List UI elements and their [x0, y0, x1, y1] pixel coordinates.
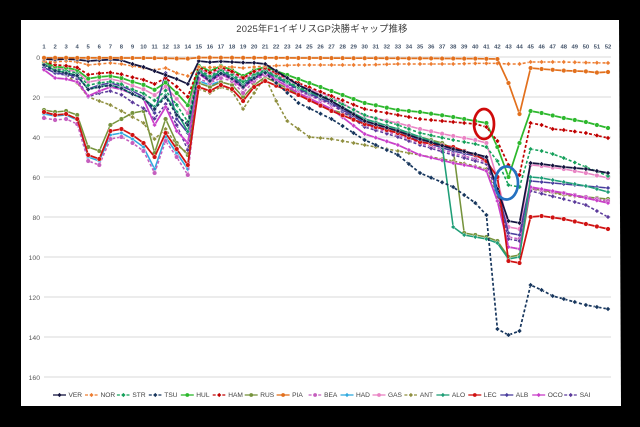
svg-text:51: 51 — [594, 45, 601, 51]
svg-text:38: 38 — [450, 45, 457, 51]
svg-text:19: 19 — [240, 45, 247, 51]
svg-text:18: 18 — [229, 45, 236, 51]
svg-text:8: 8 — [120, 45, 124, 51]
svg-text:STR: STR — [132, 392, 145, 399]
svg-text:47: 47 — [549, 45, 556, 51]
svg-text:30: 30 — [361, 45, 368, 51]
svg-text:31: 31 — [373, 45, 380, 51]
svg-text:46: 46 — [538, 45, 545, 51]
svg-text:ALB: ALB — [516, 392, 529, 399]
svg-text:52: 52 — [605, 45, 612, 51]
svg-text:2025年F1イギリスGP決勝ギャップ推移: 2025年F1イギリスGP決勝ギャップ推移 — [236, 23, 407, 34]
svg-text:3: 3 — [64, 45, 68, 51]
svg-text:50: 50 — [583, 45, 590, 51]
svg-text:20: 20 — [251, 45, 258, 51]
svg-text:39: 39 — [461, 45, 468, 51]
svg-text:42: 42 — [494, 45, 501, 51]
svg-text:ANT: ANT — [420, 392, 433, 399]
svg-text:SAI: SAI — [580, 392, 591, 399]
svg-text:HUL: HUL — [196, 392, 210, 399]
svg-text:25: 25 — [306, 45, 313, 51]
svg-text:40: 40 — [472, 45, 479, 51]
svg-text:ALO: ALO — [452, 392, 465, 399]
svg-text:4: 4 — [76, 45, 80, 51]
svg-text:GAS: GAS — [388, 392, 403, 399]
svg-text:29: 29 — [350, 45, 357, 51]
svg-text:6: 6 — [98, 45, 102, 51]
svg-text:10: 10 — [140, 45, 147, 51]
svg-text:HAD: HAD — [356, 392, 370, 399]
svg-text:80: 80 — [32, 215, 40, 222]
svg-text:2: 2 — [53, 45, 57, 51]
svg-text:RUS: RUS — [260, 392, 275, 399]
svg-text:60: 60 — [32, 175, 40, 182]
svg-text:28: 28 — [339, 45, 346, 51]
svg-text:32: 32 — [384, 45, 391, 51]
svg-text:26: 26 — [317, 45, 324, 51]
svg-text:16: 16 — [207, 45, 214, 51]
svg-text:NOR: NOR — [101, 392, 116, 399]
svg-text:36: 36 — [428, 45, 435, 51]
svg-text:40: 40 — [32, 135, 40, 142]
svg-text:VER: VER — [69, 392, 83, 399]
svg-text:LEC: LEC — [484, 392, 497, 399]
svg-text:14: 14 — [185, 45, 192, 51]
svg-text:35: 35 — [417, 45, 424, 51]
svg-text:OCO: OCO — [548, 392, 563, 399]
svg-text:34: 34 — [406, 45, 413, 51]
svg-text:23: 23 — [284, 45, 291, 51]
svg-text:27: 27 — [328, 45, 335, 51]
svg-text:13: 13 — [173, 45, 180, 51]
svg-text:9: 9 — [131, 45, 135, 51]
svg-text:120: 120 — [29, 295, 41, 302]
svg-text:44: 44 — [516, 45, 523, 51]
svg-text:PIA: PIA — [292, 392, 303, 399]
svg-text:7: 7 — [109, 45, 113, 51]
svg-text:48: 48 — [561, 45, 568, 51]
svg-text:BEA: BEA — [324, 392, 338, 399]
svg-text:0: 0 — [36, 55, 40, 62]
svg-text:20: 20 — [32, 95, 40, 102]
svg-text:22: 22 — [273, 45, 280, 51]
svg-text:11: 11 — [151, 45, 158, 51]
svg-text:43: 43 — [505, 45, 512, 51]
svg-text:160: 160 — [29, 375, 41, 382]
svg-text:HAM: HAM — [228, 392, 243, 399]
svg-text:21: 21 — [262, 45, 269, 51]
svg-text:33: 33 — [395, 45, 402, 51]
svg-text:24: 24 — [295, 45, 302, 51]
svg-text:41: 41 — [483, 45, 490, 51]
svg-text:100: 100 — [29, 255, 41, 262]
svg-text:5: 5 — [87, 45, 91, 51]
svg-text:TSU: TSU — [164, 392, 177, 399]
svg-text:37: 37 — [439, 45, 446, 51]
svg-text:49: 49 — [572, 45, 579, 51]
svg-text:140: 140 — [29, 335, 41, 342]
svg-text:1: 1 — [42, 45, 46, 51]
svg-text:15: 15 — [196, 45, 203, 51]
svg-text:45: 45 — [527, 45, 534, 51]
svg-text:12: 12 — [162, 45, 169, 51]
svg-text:17: 17 — [218, 45, 225, 51]
